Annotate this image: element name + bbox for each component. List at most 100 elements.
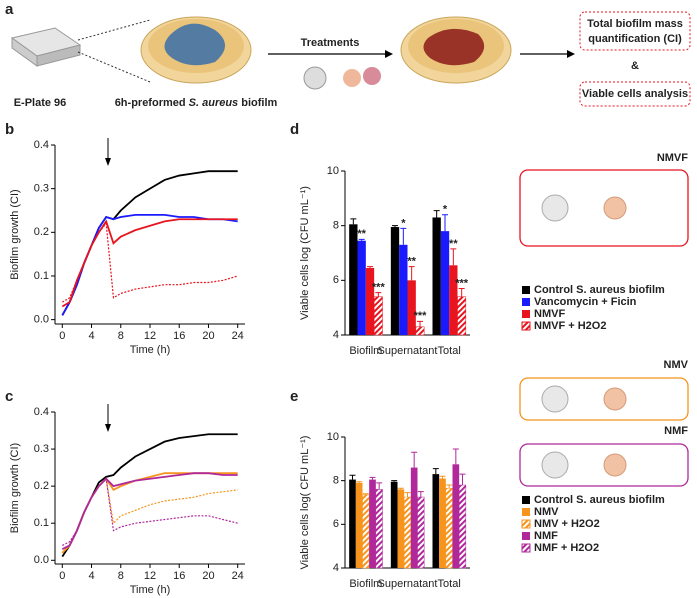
bar: [390, 481, 398, 568]
error-bar: [439, 475, 446, 479]
nanomaterial-box: [519, 169, 689, 247]
label-part: 6h-preformed: [115, 97, 186, 109]
protein-icon: [363, 67, 381, 85]
x-tick-label: Supernatant: [378, 578, 438, 590]
bar: [457, 296, 467, 336]
bar: [440, 231, 450, 335]
legend-label: NMV: [534, 506, 559, 518]
bar: [355, 482, 363, 568]
legend-swatch: [521, 519, 531, 529]
y-tick-label: 0.3: [34, 183, 49, 195]
legend-label: NMV + H2O2: [534, 518, 600, 530]
bar: [417, 496, 425, 569]
biofilm: [164, 23, 225, 66]
bar: [407, 280, 416, 335]
bar: [449, 265, 458, 335]
significance: **: [357, 228, 366, 240]
line-series: [61, 170, 238, 316]
x-tick-label: 4: [88, 330, 94, 342]
error-bar: [358, 238, 365, 241]
legend-label: Vancomycin + Ficin: [534, 296, 637, 308]
panel-label: d: [290, 121, 299, 138]
line-series: [61, 213, 238, 316]
error-bar: [392, 225, 398, 228]
schematic: E-Plate 96 6h-preformed S. aureus biofil…: [10, 11, 691, 432]
legend-swatch: [522, 286, 530, 294]
nanomaterial-icon: [303, 66, 327, 90]
bar: [458, 484, 467, 569]
nanomaterial-label: NMVF: [657, 152, 688, 164]
panel-label: c: [5, 388, 13, 405]
line-series: [62, 477, 238, 546]
y-tick-label: 10: [327, 165, 339, 177]
significance: **: [449, 238, 458, 250]
x-tick-label: Supernatant: [378, 345, 438, 357]
bar: [415, 326, 425, 336]
error-bar: [432, 468, 439, 475]
line-series: [61, 472, 238, 550]
x-tick-label: 12: [144, 570, 156, 582]
panel-label: a: [5, 1, 14, 18]
legend-swatch: [521, 321, 531, 331]
nanomaterial-icon: [541, 194, 569, 222]
x-tick-label: 24: [232, 330, 244, 342]
panel-label: b: [5, 121, 14, 138]
y-tick-label: 4: [333, 329, 339, 341]
y-tick-label: 6: [333, 274, 339, 286]
label-part: S. aureus: [189, 97, 239, 109]
y-tick-label: 6: [333, 518, 339, 530]
panel-label: e: [290, 388, 298, 405]
enzyme-icon: [603, 453, 627, 477]
line-series: [61, 477, 238, 554]
error-bar: [400, 227, 407, 245]
x-tick-label: 20: [202, 330, 214, 342]
line-series: [61, 433, 238, 558]
error-bar: [350, 218, 357, 225]
bar: [365, 268, 375, 335]
legend-swatch: [522, 532, 530, 540]
bar: [452, 464, 460, 568]
bar: [403, 496, 412, 569]
line-series: [61, 222, 238, 303]
line-series: [61, 472, 238, 554]
x-tick-label: Biofilm: [349, 345, 382, 357]
nanomaterial-icon: [541, 451, 569, 479]
nanomaterial-label: NMF: [664, 425, 688, 437]
bar: [362, 494, 370, 569]
box-text: quantification (CI): [588, 33, 682, 45]
and-text: &: [631, 60, 639, 72]
treated-biofilm: [423, 28, 485, 66]
error-bar: [397, 487, 404, 490]
error-bar: [417, 491, 424, 498]
label-part: biofilm: [241, 97, 277, 109]
significance: *: [401, 217, 406, 229]
bar: [357, 240, 366, 335]
error-bar: [450, 248, 457, 266]
result-box: [579, 81, 691, 107]
error-bar: [459, 473, 466, 486]
legend-swatch: [522, 508, 530, 516]
treatments-label: Treatments: [301, 37, 360, 49]
legend-label: NMF + H2O2: [534, 542, 599, 554]
x-tick-label: 16: [173, 330, 185, 342]
plate-label: E-Plate 96: [14, 97, 67, 109]
x-tick-label: 16: [173, 570, 185, 582]
significance: ***: [455, 277, 469, 289]
x-tick-label: 8: [118, 570, 124, 582]
bar: [349, 479, 356, 568]
nanomaterial-label: NMV: [664, 359, 689, 371]
bar: [390, 227, 400, 335]
significance: ***: [372, 282, 386, 294]
y-tick-label: 0.4: [34, 406, 49, 418]
bar: [349, 224, 358, 335]
x-tick-label: 4: [88, 570, 94, 582]
nanomaterial-icon: [541, 385, 569, 413]
error-bar: [375, 292, 382, 297]
x-tick-label: 0: [59, 330, 65, 342]
error-bar: [458, 288, 465, 297]
y-tick-label: 8: [333, 220, 339, 232]
error-bar: [452, 448, 459, 465]
zoom-line: [77, 51, 151, 83]
legend-label: NMVF + H2O2: [534, 320, 606, 332]
